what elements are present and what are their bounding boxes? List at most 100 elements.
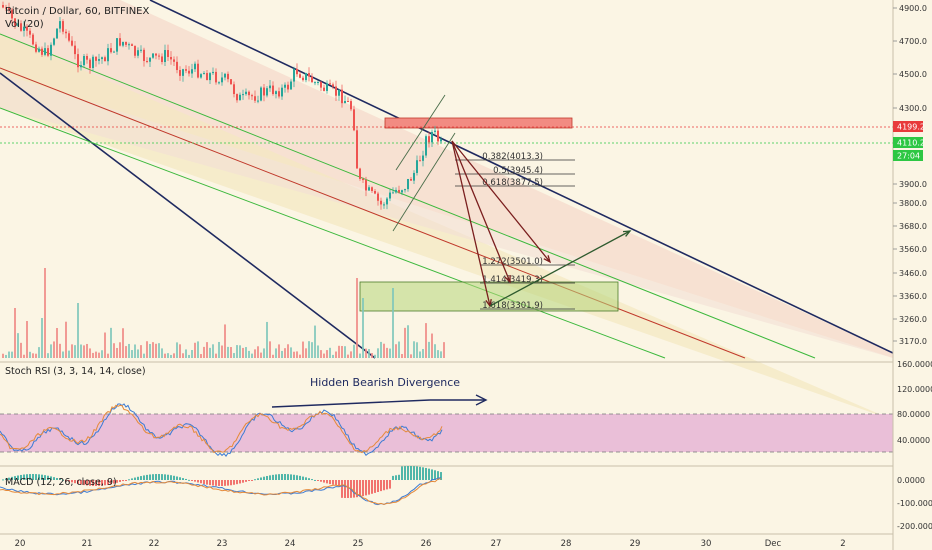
macd-hist-bar bbox=[95, 480, 97, 486]
macd-hist-bar bbox=[317, 480, 319, 481]
volume-bar bbox=[329, 347, 331, 358]
candle-body bbox=[233, 84, 235, 95]
volume-bar bbox=[38, 347, 40, 358]
volume-bar bbox=[35, 353, 37, 358]
candle-body bbox=[284, 84, 286, 88]
candle-body bbox=[296, 68, 298, 75]
macd-hist-bar bbox=[113, 480, 115, 484]
volume-bar bbox=[29, 351, 31, 358]
macd-hist-bar bbox=[425, 467, 427, 480]
candle-body bbox=[401, 190, 403, 193]
volume-bar bbox=[269, 341, 271, 358]
macd-hist-bar bbox=[419, 466, 421, 480]
symbol-title: Bitcoin / Dollar, 60, BITFINEX bbox=[5, 6, 149, 17]
macd-hist-bar bbox=[122, 480, 124, 482]
candle-body bbox=[68, 33, 70, 41]
volume-bar bbox=[437, 350, 439, 358]
fib-level-label: 0.5(3945.4) bbox=[493, 166, 543, 176]
candle-body bbox=[200, 74, 202, 78]
macd-hist-bar bbox=[200, 480, 202, 484]
volume-bar bbox=[26, 321, 28, 358]
candle-body bbox=[161, 56, 163, 63]
volume-bar bbox=[353, 344, 355, 358]
volume-bar bbox=[119, 342, 121, 358]
candle-body bbox=[23, 26, 25, 31]
macd-hist-bar bbox=[194, 480, 196, 482]
candle-body bbox=[368, 187, 370, 191]
volume-bar bbox=[293, 351, 295, 358]
macd-hist-bar bbox=[380, 480, 382, 492]
volume-bar bbox=[428, 341, 430, 358]
arrowhead bbox=[543, 255, 552, 264]
stoch-rsi-pane[interactable]: Stoch RSI (3, 3, 14, 14, close) Hidden B… bbox=[0, 366, 893, 457]
stoch-tick-label: 120.0000 bbox=[897, 385, 932, 394]
candle-body bbox=[80, 65, 82, 68]
macd-hist-bar bbox=[191, 480, 193, 481]
macd-hist-bar bbox=[293, 474, 295, 480]
candle-body bbox=[353, 109, 355, 131]
price-tick-label: 3560.0 bbox=[899, 245, 927, 254]
candle-body bbox=[359, 168, 361, 179]
candle-body bbox=[14, 18, 16, 26]
candle-body bbox=[365, 180, 367, 191]
time-tick-label: 22 bbox=[149, 539, 160, 549]
volume-bar bbox=[386, 347, 388, 358]
macd-pane[interactable]: MACD (12, 26, close, 9) bbox=[0, 466, 442, 506]
volume-bar bbox=[275, 348, 277, 358]
candle-body bbox=[410, 178, 412, 181]
candle-body bbox=[425, 136, 427, 156]
volume-bar bbox=[80, 344, 82, 358]
macd-hist-bar bbox=[119, 480, 121, 482]
macd-hist-bar bbox=[152, 474, 154, 480]
candle-body bbox=[371, 187, 373, 192]
candle-body bbox=[83, 56, 85, 66]
macd-hist-bar bbox=[56, 477, 58, 480]
price-axis[interactable]: 4900.0 4700.0 4500.0 4300.0 3900.0 3800.0 3680… bbox=[892, 0, 932, 550]
candle-body bbox=[89, 59, 91, 68]
candle-body bbox=[26, 26, 28, 31]
macd-hist-bar bbox=[296, 475, 298, 480]
macd-hist-bar bbox=[137, 476, 139, 480]
volume-bar bbox=[245, 347, 247, 358]
stoch-title: Stoch RSI (3, 3, 14, 14, close) bbox=[5, 366, 146, 377]
macd-hist-bar bbox=[281, 474, 283, 480]
resistance-zone[interactable] bbox=[384, 117, 573, 129]
candle-body bbox=[317, 81, 319, 83]
macd-hist-bar bbox=[434, 470, 436, 480]
candle-body bbox=[398, 189, 400, 193]
rising-channel-upper bbox=[395, 94, 446, 171]
macd-hist-bar bbox=[209, 480, 211, 486]
volume-bar bbox=[155, 343, 157, 358]
volume-bar bbox=[377, 348, 379, 358]
target-zone[interactable] bbox=[359, 281, 619, 312]
volume-bar bbox=[374, 354, 376, 358]
price-badge-label: 4110.2 bbox=[897, 139, 925, 148]
price-pane[interactable]: 0.382(4013.3) 0.5(3945.4) 0.618(3877.5) 1.2… bbox=[0, 0, 894, 420]
candle-body bbox=[305, 73, 307, 81]
candle-body bbox=[440, 139, 442, 142]
macd-hist-bar bbox=[212, 480, 214, 486]
volume-bar bbox=[23, 354, 25, 358]
macd-hist-bar bbox=[62, 479, 64, 481]
volume-bar bbox=[272, 354, 274, 358]
volume-bar bbox=[65, 321, 67, 358]
macd-hist-bar bbox=[224, 480, 226, 486]
candle-body bbox=[194, 63, 196, 70]
candle-body bbox=[98, 59, 100, 61]
volume-bar bbox=[365, 348, 367, 358]
candle-body bbox=[212, 71, 214, 74]
macd-hist-bar bbox=[401, 466, 403, 480]
time-axis[interactable]: 20 21 22 23 24 25 26 27 28 29 30 Dec 2 bbox=[15, 539, 846, 549]
volume-bar bbox=[368, 349, 370, 358]
macd-hist-bar bbox=[431, 469, 433, 480]
candle-body bbox=[170, 56, 172, 60]
volume-bar bbox=[248, 350, 250, 358]
volume-bar bbox=[116, 347, 118, 358]
candle-body bbox=[188, 70, 190, 74]
candle-body bbox=[149, 57, 151, 62]
macd-hist-bar bbox=[89, 480, 91, 486]
macd-hist-bar bbox=[236, 480, 238, 485]
candle-body bbox=[59, 21, 61, 29]
volume-bar bbox=[344, 346, 346, 358]
